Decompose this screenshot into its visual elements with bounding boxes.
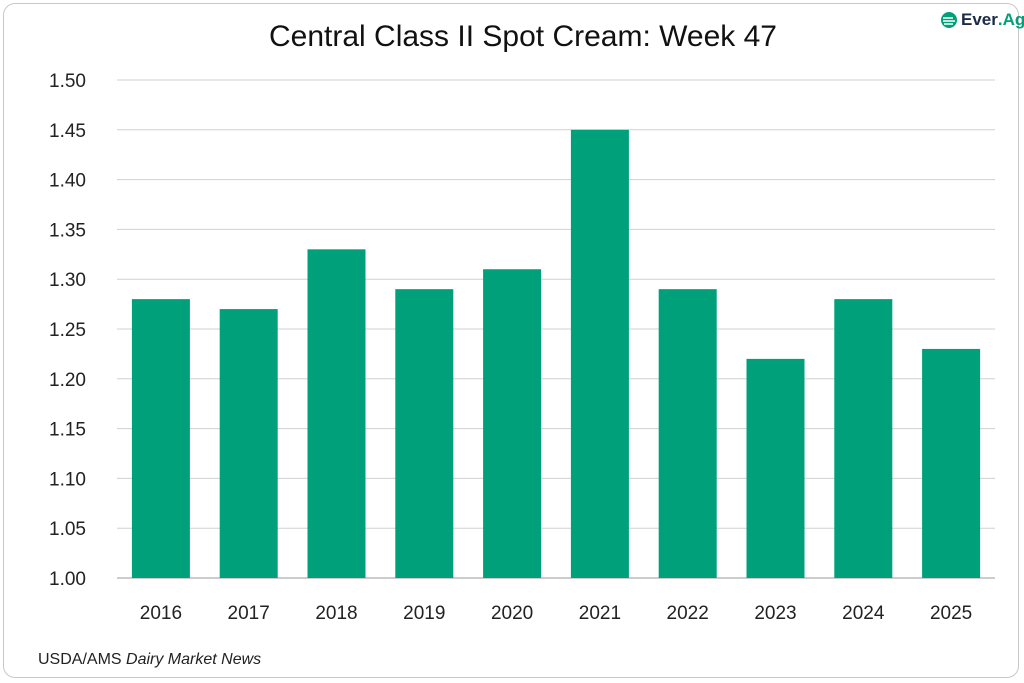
source-prefix: USDA/AMS [38,651,127,668]
x-tick-label: 2018 [315,603,357,624]
x-tick-label: 2023 [754,603,796,624]
bar-2022 [658,289,717,578]
y-tick-label: 1.25 [49,320,86,341]
x-tick-label: 2019 [403,603,445,624]
chart-frame [3,3,1019,678]
y-tick-label: 1.20 [49,370,86,391]
source-italic: Dairy Market News [126,651,262,668]
x-tick-label: 2020 [491,603,533,624]
bar-2020 [483,269,542,578]
logo-text-ever: Ever [961,10,998,29]
y-tick-label: 1.30 [49,270,86,291]
y-tick-label: 1.00 [49,569,86,590]
x-tick-label: 2025 [930,603,972,624]
y-tick-label: 1.50 [49,71,86,92]
bar-2021 [570,129,629,579]
x-tick-label: 2024 [842,603,885,624]
x-tick-label: 2021 [579,603,621,624]
x-tick-label: 2016 [140,603,182,624]
bar-2023 [746,358,805,578]
bar-2024 [834,299,893,578]
y-tick-label: 1.40 [49,171,86,192]
bar-2016 [131,299,190,578]
bar-2017 [219,309,278,578]
bar-2025 [922,348,981,578]
y-tick-label: 1.10 [49,469,86,490]
everag-logo: Ever .Ag [940,10,1024,30]
logo-text-ag: .Ag [997,10,1024,29]
y-tick-label: 1.15 [49,420,86,441]
bar-2019 [395,289,454,578]
y-tick-label: 1.45 [49,121,86,142]
x-tick-label: 2017 [228,603,270,624]
bar-2018 [307,249,366,578]
source-note: USDA/AMS Dairy Market News [38,651,261,669]
chart-title: Central Class II Spot Cream: Week 47 [269,20,777,53]
logo-icon [941,12,957,28]
y-tick-label: 1.35 [49,220,86,241]
x-tick-label: 2022 [667,603,709,624]
y-tick-label: 1.05 [49,519,86,540]
